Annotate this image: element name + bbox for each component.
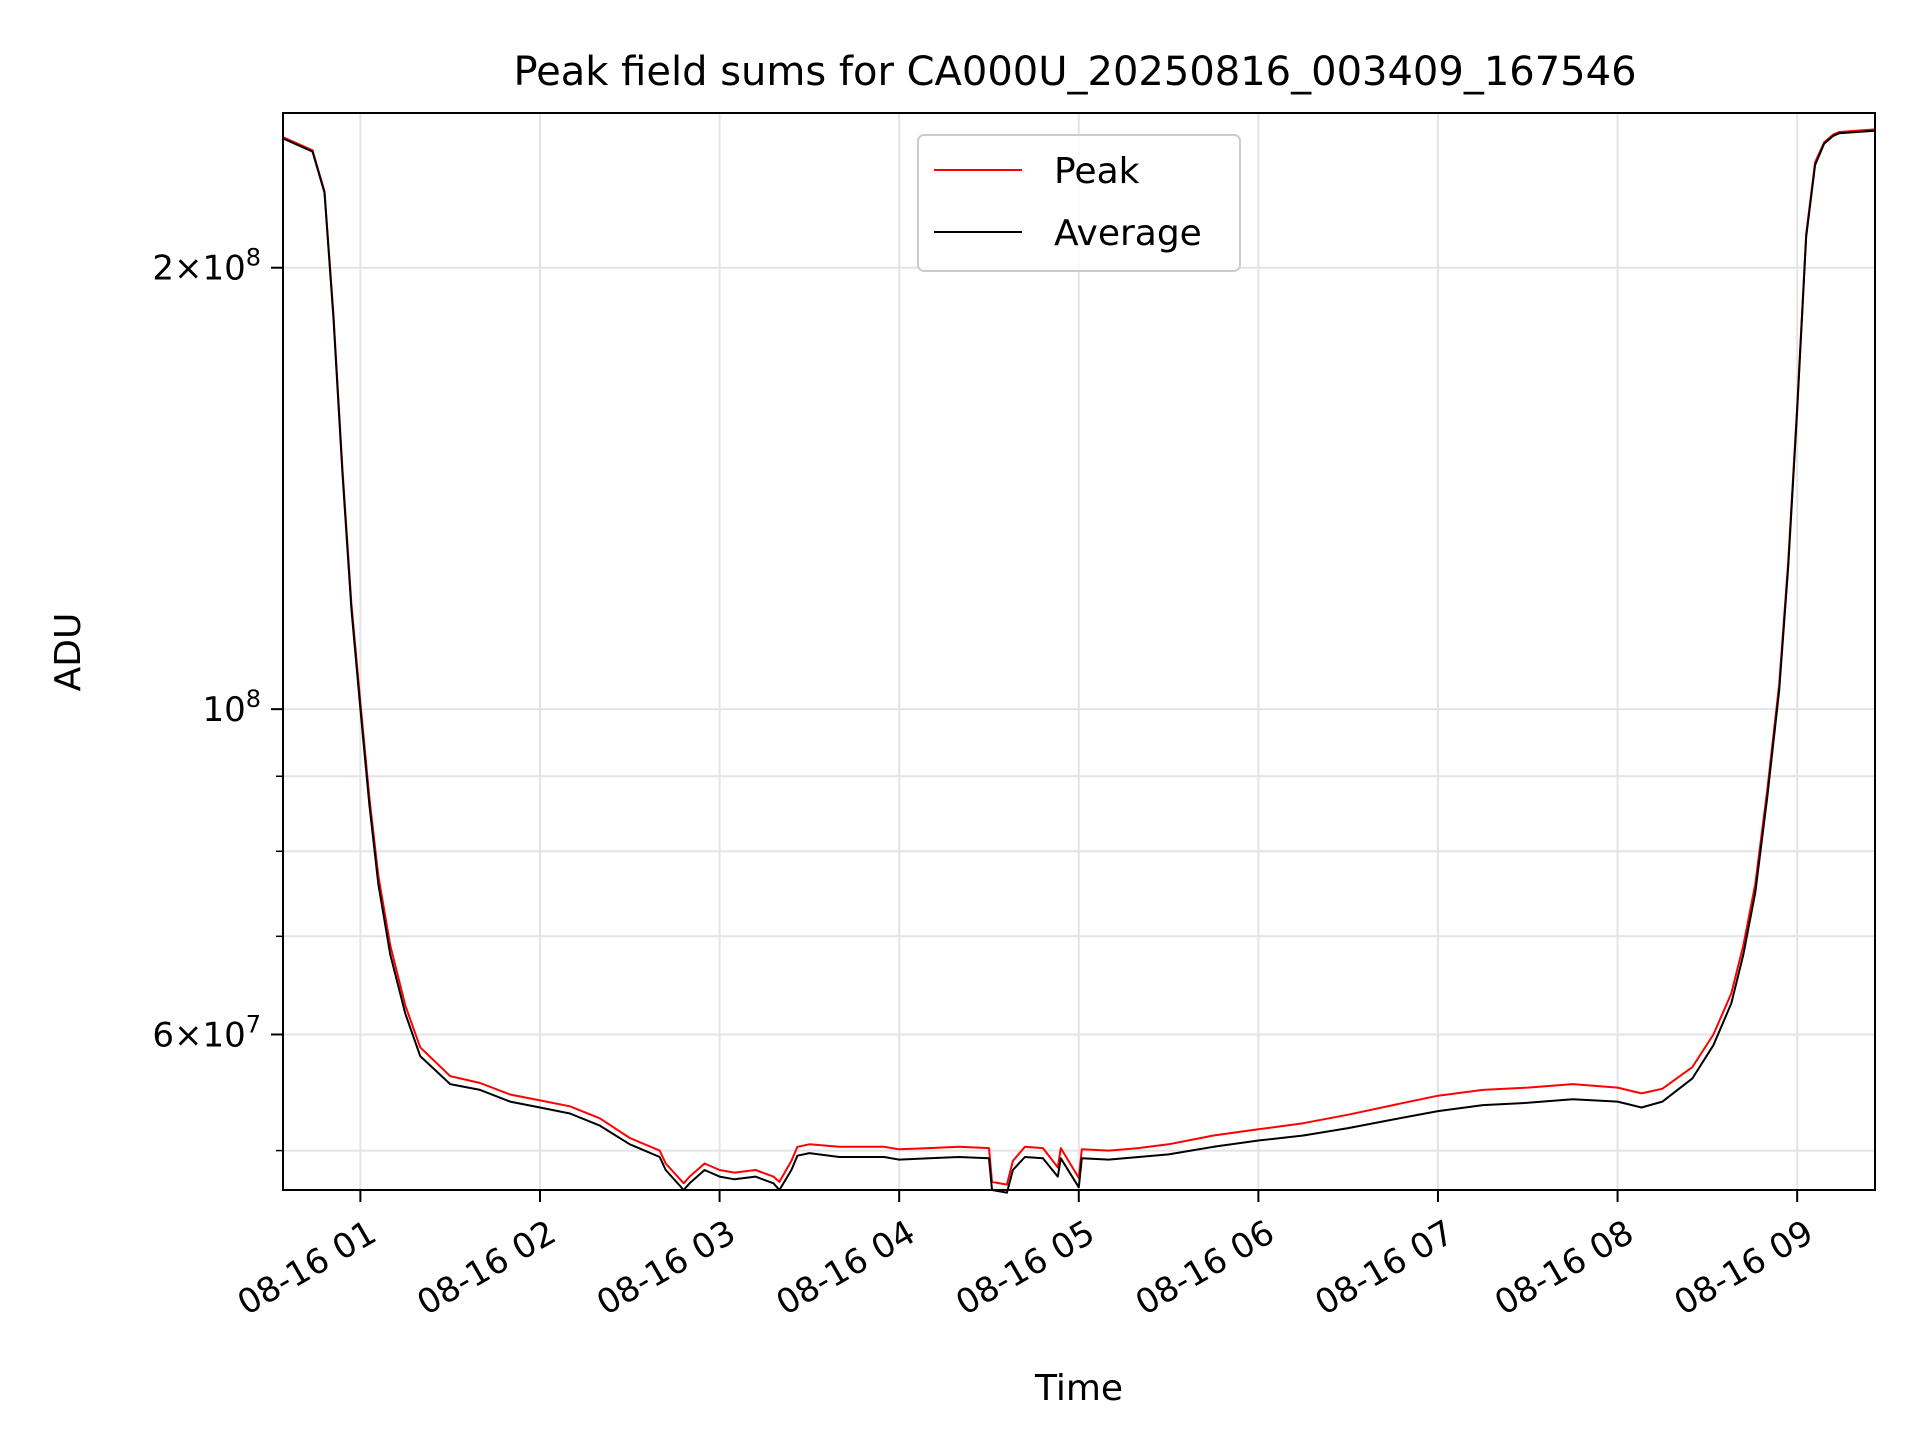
legend: Peak Average bbox=[917, 134, 1241, 272]
y-axis-label: ADU bbox=[48, 613, 89, 692]
chart-title: Peak field sums for CA000U_20250816_0034… bbox=[513, 49, 1636, 95]
x-axis-label: Time bbox=[1034, 1368, 1123, 1409]
legend-label-average: Average bbox=[1054, 213, 1202, 254]
grid bbox=[283, 113, 1875, 1190]
legend-label-peak: Peak bbox=[1054, 151, 1140, 192]
y-axis: 6×107 108 2×108 bbox=[152, 244, 283, 1152]
y-tick-label: 108 bbox=[202, 685, 261, 730]
y-tick-label: 6×107 bbox=[152, 1010, 261, 1055]
y-tick-label: 2×108 bbox=[152, 244, 261, 289]
